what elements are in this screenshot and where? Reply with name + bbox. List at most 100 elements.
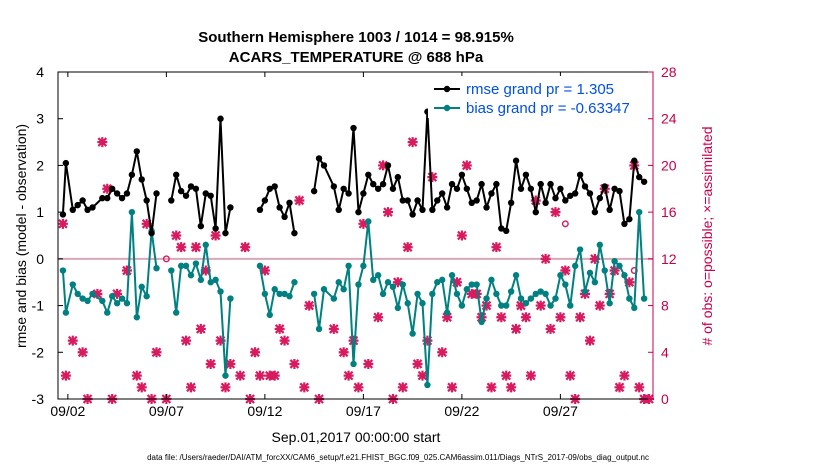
- rmse-point: [99, 194, 106, 202]
- rmse-point: [374, 185, 382, 192]
- rmse-point: [562, 197, 569, 204]
- bias-point: [59, 267, 67, 274]
- legend-box: [428, 76, 650, 118]
- obs-assimilated-point: [92, 288, 103, 299]
- obs-assimilated-point: [259, 265, 270, 276]
- rmse-point: [74, 201, 81, 209]
- rmse-point: [360, 190, 367, 197]
- rmse-point: [197, 222, 205, 230]
- bias-point: [320, 286, 328, 293]
- obs-assimilated-point: [447, 382, 458, 393]
- rmse-point: [113, 190, 121, 197]
- legend-bias-label: bias grand pr = -0.63347: [466, 100, 630, 117]
- rmse-point: [350, 124, 357, 132]
- bias-point: [173, 309, 180, 316]
- bias-point: [636, 208, 643, 216]
- bias-point: [374, 272, 382, 279]
- rmse-point: [59, 211, 67, 218]
- rmse-point: [438, 190, 446, 197]
- rmse-point: [429, 206, 436, 214]
- bias-point: [547, 302, 554, 309]
- obs-assimilated-point: [60, 370, 71, 381]
- rmse-point: [478, 180, 485, 188]
- obs-assimilated-point: [442, 312, 453, 323]
- bias-point: [168, 267, 175, 274]
- bias-point: [611, 257, 618, 265]
- obs-assimilated-point: [481, 300, 492, 311]
- rmse-point: [552, 194, 559, 202]
- x-tick-label: 09/12: [247, 403, 282, 419]
- bias-point: [488, 276, 495, 284]
- obs-assimilated-point: [373, 312, 384, 323]
- obs-assimilated-point: [220, 382, 231, 393]
- bias-point: [108, 293, 116, 300]
- y-tick-label: -3: [32, 391, 45, 407]
- bias-point: [207, 279, 214, 286]
- bias-point: [355, 281, 362, 288]
- y-tick-label: -1: [32, 298, 45, 314]
- obs-assimilated-point: [397, 382, 408, 393]
- obs-assimilated-point: [102, 183, 113, 194]
- rmse-point: [571, 190, 579, 197]
- x-tick-label: 09/22: [444, 403, 479, 419]
- rmse-point: [291, 229, 298, 237]
- obs-assimilated-point: [392, 277, 403, 288]
- bias-point: [434, 279, 441, 286]
- obs-assimilated-point: [274, 323, 285, 334]
- rmse-point: [576, 171, 584, 178]
- bias-point: [113, 300, 121, 307]
- bias-point: [557, 272, 564, 279]
- rmse-point: [567, 192, 574, 199]
- obs-assimilated-point: [141, 218, 152, 229]
- rmse-point: [128, 171, 136, 178]
- bias-point: [394, 304, 402, 312]
- rmse-point: [266, 185, 273, 192]
- bias-point: [483, 295, 490, 302]
- rmse-point: [522, 171, 530, 178]
- y-tick-label: 2: [36, 157, 44, 173]
- rmse-point: [227, 204, 234, 211]
- bias-point: [69, 281, 76, 288]
- obs-assimilated-point: [136, 382, 147, 393]
- bias-point: [458, 302, 466, 309]
- y-tick-label: 0: [36, 251, 44, 267]
- rmse-point: [182, 192, 190, 199]
- bias-point: [104, 309, 111, 316]
- obs-assimilated-point: [511, 323, 522, 334]
- rmse-point: [532, 208, 539, 216]
- bias-point: [133, 314, 141, 321]
- rmse-point: [153, 190, 160, 197]
- x-axis-label: Sep.01,2017 00:00:00 start: [272, 429, 441, 445]
- rmse-point: [123, 190, 131, 197]
- y-tick-label: 3: [36, 111, 44, 127]
- rmse-point: [384, 162, 392, 169]
- obs-assimilated-point: [299, 382, 310, 393]
- right-tick-label: 28: [661, 64, 677, 80]
- bias-point: [463, 286, 471, 293]
- obs-assimilated-point: [609, 265, 620, 276]
- rmse-point: [507, 199, 515, 206]
- obs-assimilated-point: [121, 265, 132, 276]
- obs-assimilated-point: [535, 300, 546, 311]
- x-tick-label: 09/27: [543, 403, 578, 419]
- plot-area: [58, 72, 653, 399]
- y-axis-label: rmse and bias (model - observation): [13, 124, 29, 348]
- obs-assimilated-point: [555, 312, 566, 323]
- bias-point: [271, 286, 278, 293]
- obs-assimilated-point: [451, 277, 462, 288]
- bias-point: [330, 295, 338, 302]
- bias-point: [409, 330, 416, 337]
- obs-assimilated-point: [506, 382, 517, 393]
- rmse-point: [409, 211, 416, 218]
- y-axis-ticks: -3 -2 -1 0 1 2 3 4: [32, 64, 63, 407]
- bias-point: [616, 262, 623, 270]
- obs-assimilated-point: [530, 195, 541, 206]
- rmse-point: [89, 204, 96, 211]
- rmse-point: [108, 185, 116, 192]
- bias-point: [517, 295, 525, 302]
- bias-point: [596, 241, 604, 249]
- bias-point: [498, 302, 505, 309]
- obs-assimilated-point: [412, 358, 423, 369]
- rmse-point: [148, 229, 155, 237]
- bias-point: [591, 279, 599, 286]
